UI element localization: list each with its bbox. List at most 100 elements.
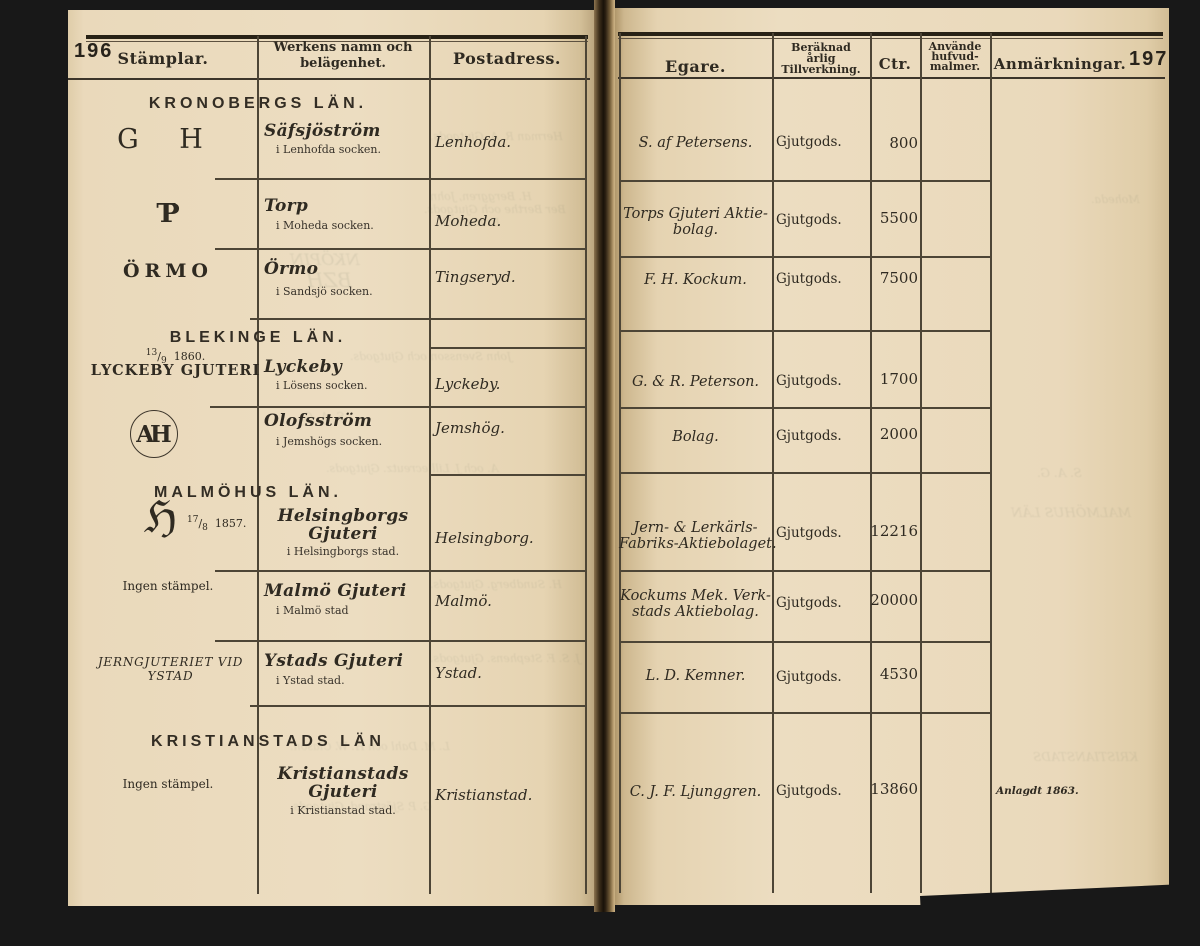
works-name: Malmö Gjuteri xyxy=(264,581,407,601)
bleed-through-ghost: L. M. Dahl och H. W. Clason. xyxy=(290,740,450,753)
column-header-stamplar: Stämplar. xyxy=(117,49,209,68)
works-name: Olofsström xyxy=(264,411,373,431)
bleed-through-ghost: H. Sundberg. Gjutgods. xyxy=(430,578,562,591)
postal-address: Kristianstad. xyxy=(435,786,533,804)
column-rule xyxy=(990,33,992,893)
bleed-through-ghost: John Svensson och Gjutgods. xyxy=(350,350,512,363)
ctr-value: 5500 xyxy=(879,209,918,227)
column-rule xyxy=(920,33,922,893)
column-header-malmer-line2: hufvud- xyxy=(931,50,979,63)
postal-address: Jemshög. xyxy=(435,419,505,437)
works-name: Kristianstads xyxy=(277,764,409,784)
works-name: Lyckeby xyxy=(264,357,343,377)
stamp-mark: G H xyxy=(117,124,219,155)
column-header-anmarkningar: Anmärkningar. xyxy=(993,55,1127,73)
bleed-through-ghost: KRISTIANSTADS xyxy=(1033,750,1138,764)
postal-address: Malmö. xyxy=(435,592,492,610)
bleed-through-ghost: J. S. F. Stephens. Gjutgods. xyxy=(430,652,580,665)
stamp-date-year: 1860. xyxy=(173,350,206,363)
works-name: Gjuteri xyxy=(308,782,378,802)
bleed-through-ghost: H. Berggren, John xyxy=(430,190,532,203)
column-rule xyxy=(870,33,872,893)
production: Gjutgods. xyxy=(776,783,842,799)
works-name: Torp xyxy=(264,196,309,216)
works-location: i Kristianstad stad. xyxy=(290,804,396,817)
stamp-date-slash: / xyxy=(157,350,161,363)
bleed-through-ghost: Ber Berthe och Gjutgods. xyxy=(424,203,566,216)
stamp-mark: Ingen stämpel. xyxy=(122,579,214,593)
owner: L. D. Kemner. xyxy=(645,668,746,684)
bleed-through-ghost: S. A. G. xyxy=(1037,466,1082,480)
book-gutter xyxy=(594,0,615,912)
stamp-date: 13/9 1860. xyxy=(88,348,263,366)
column-header-postadress: Postadress. xyxy=(453,49,561,68)
header-underline xyxy=(618,77,1165,79)
ctr-value: 1700 xyxy=(879,370,918,388)
postal-address: Ystad. xyxy=(435,664,482,682)
column-header-ctr: Ctr. xyxy=(878,55,912,73)
column-rule xyxy=(619,33,621,893)
stamp-mark: LYCKEBY GJUTERI xyxy=(90,362,261,379)
bleed-through-ghost: Moheda. xyxy=(1091,193,1140,206)
bleed-through-ghost: BZH xyxy=(306,268,353,292)
section-header-kristianstads: KRISTIANSTADS LÄN xyxy=(151,733,385,750)
production: Gjutgods. xyxy=(776,271,842,287)
works-location: i Malmö stad xyxy=(276,604,349,617)
postal-address: Tingseryd. xyxy=(435,268,516,286)
owner: C. J. F. Ljunggren. xyxy=(629,784,762,800)
bleed-through-ghost: Herman R. A. Gjutgods. xyxy=(430,130,563,143)
row-rule xyxy=(215,570,585,572)
stamp-date-denominator: 9 xyxy=(160,356,167,366)
right-page: Egare. Beräknad årlig Tillverkning. Ctr.… xyxy=(613,8,1169,905)
owner: G. & R. Peterson. xyxy=(631,374,760,390)
stamp-mark: TP xyxy=(88,199,248,230)
owner: F. H. Kockum. xyxy=(644,272,747,288)
works-name: Ystads Gjuteri xyxy=(264,651,404,671)
column-rule xyxy=(585,36,587,894)
page-number-left: 196 xyxy=(74,40,114,62)
bleed-through-ghost: MALMÖHUS LÄN xyxy=(1011,506,1132,521)
row-rule xyxy=(250,705,585,707)
works-location: i Lösens socken. xyxy=(276,379,368,392)
production: Gjutgods. xyxy=(776,428,842,444)
tp-monogram: TP xyxy=(156,199,180,229)
column-header-tillverkning-line3: Tillverkning. xyxy=(781,63,861,76)
production: Gjutgods. xyxy=(776,134,842,150)
ah-monogram: AH xyxy=(136,420,172,448)
production: Gjutgods. xyxy=(776,669,842,685)
row-rule xyxy=(619,180,990,182)
production: Gjutgods. xyxy=(776,595,842,611)
stamp-mark: JERNGJUTERIET VID xyxy=(97,655,244,669)
column-header-werkens-line1: Werkens namn och xyxy=(273,40,413,55)
owner: Kockums Mek. Verk- xyxy=(620,588,771,604)
row-rule xyxy=(619,570,990,572)
works-name: Gjuteri xyxy=(308,524,378,544)
stamp-mark: Ingen stämpel. xyxy=(122,777,214,791)
stamp-date-numerator: 17 xyxy=(187,515,199,525)
works-location: i Ystad stad. xyxy=(276,674,345,687)
bleed-through-ghost: A. och J. Lilliecreutz. Gjutgods. xyxy=(326,462,499,475)
row-rule xyxy=(619,641,990,643)
column-rule xyxy=(257,36,259,894)
header-underline xyxy=(68,78,590,80)
column-header-tillverkning-line2: årlig xyxy=(806,52,836,65)
owner: Torps Gjuteri Aktie- xyxy=(623,206,768,222)
owner: Fabriks-Aktiebolaget. xyxy=(619,536,777,552)
stamp-mark: YSTAD xyxy=(147,669,194,683)
row-rule xyxy=(210,406,585,408)
ctr-value: 4530 xyxy=(879,665,918,683)
postal-address: Lyckeby. xyxy=(435,375,501,393)
ctr-value: 20000 xyxy=(870,591,918,609)
top-rule-heavy xyxy=(86,35,588,39)
stamp-date-denominator: 8 xyxy=(202,523,208,533)
stamp-mark: ÖRMO xyxy=(123,260,213,282)
works-location: i Sandsjö socken. xyxy=(276,285,373,298)
ctr-value: 7500 xyxy=(879,269,918,287)
ctr-value: 12216 xyxy=(870,522,918,540)
owner: Jern- & Lerkärls- xyxy=(633,520,758,536)
column-header-werkens-line2: belägenhet. xyxy=(300,56,386,71)
bleed-through-ghost: G. P. Sjöstrand. Gjutgods. xyxy=(290,800,432,813)
owner: stads Aktiebolag. xyxy=(632,604,759,620)
bleed-through-ghost: NKÖPIN xyxy=(290,250,360,269)
